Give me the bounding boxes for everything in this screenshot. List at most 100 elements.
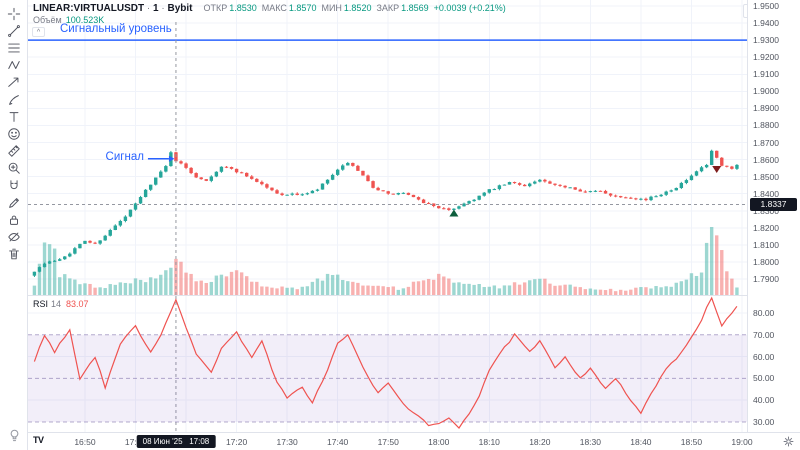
candle (73, 248, 77, 254)
remove-all-tool[interactable] (3, 246, 25, 263)
candle (462, 203, 466, 207)
volume-bar (578, 287, 582, 295)
volume-bar (507, 285, 512, 295)
candle (593, 190, 598, 192)
candle (578, 189, 582, 192)
candle (533, 181, 537, 184)
candle (376, 187, 380, 191)
lock-all-tool[interactable] (3, 211, 25, 228)
volume-bar (522, 282, 527, 295)
candle (138, 197, 143, 204)
time-tick-label: 18:10 (478, 437, 500, 447)
volume-bar (270, 287, 274, 295)
time-tick-label: 17:30 (276, 437, 298, 447)
price-tick-label: 1.8600 (753, 154, 779, 165)
candle (684, 180, 689, 183)
volume-bar (179, 261, 183, 295)
candle (411, 194, 416, 198)
rsi-tick-label: 30.00 (753, 417, 775, 427)
candle (52, 260, 57, 262)
volume-bar (154, 278, 158, 295)
tradingview-logo[interactable]: TV (33, 435, 44, 445)
time-axis[interactable]: 08 Июн '25 17:08 16:50 17:00 17:20 17:30 17:… (28, 432, 800, 450)
crosshair-tool[interactable] (3, 5, 25, 22)
candle (452, 208, 456, 210)
time-tick-label: 18:40 (630, 437, 652, 447)
symbol-title[interactable]: LINEAR:VIRTUALUSDT · 1 · Bybit (33, 3, 193, 14)
edit-tool[interactable] (3, 194, 25, 211)
candle (735, 164, 739, 169)
volume-bar (315, 278, 320, 295)
volume-bar (497, 288, 502, 295)
volume-bar (118, 282, 123, 295)
fib-retracement-tool[interactable] (3, 39, 25, 56)
brush-tool[interactable] (3, 91, 25, 108)
volume-bar (42, 242, 47, 295)
rsi-pane[interactable] (28, 296, 747, 432)
candle (356, 165, 360, 171)
trend-line-tool[interactable] (3, 22, 25, 39)
volume-bar (255, 281, 259, 295)
price-tick-label: 1.8700 (753, 137, 779, 148)
candle (730, 166, 734, 169)
volume-bar (310, 281, 315, 295)
rsi-tick-label: 70.00 (753, 329, 775, 340)
signal-annotation-label[interactable]: Сигнал (105, 150, 144, 163)
volume-bar (133, 278, 138, 295)
volume-bar (649, 288, 653, 295)
measure-tool[interactable] (3, 143, 25, 160)
candle (644, 198, 648, 201)
signal-level-label[interactable]: Сигнальный уровень (60, 23, 172, 36)
volume-bar (694, 275, 699, 295)
candle (522, 184, 527, 187)
volume-bar (234, 270, 239, 295)
rsi-tick-label: 60.00 (753, 351, 775, 362)
volume-bar (568, 284, 572, 295)
volume-bar (735, 287, 739, 295)
volume-bar (164, 270, 168, 295)
text-tool[interactable] (3, 108, 25, 125)
volume-bar (108, 284, 112, 295)
candle (725, 165, 729, 167)
candle (396, 192, 401, 195)
volume-bar (386, 287, 390, 295)
volume-value: 100.523K (65, 15, 105, 25)
zoom-in-tool[interactable] (3, 160, 25, 177)
rsi-title: RSI (33, 299, 49, 309)
rsi-value: 83.07 (66, 299, 89, 309)
volume-bar (376, 285, 380, 295)
candle (184, 163, 188, 168)
hide-all-tool[interactable] (3, 229, 25, 246)
candle (558, 184, 562, 186)
magnet-tool[interactable] (3, 177, 25, 194)
candle (154, 177, 158, 185)
price-pane[interactable] (28, 0, 747, 296)
volume-bar (669, 286, 673, 295)
forecast-tool[interactable] (3, 74, 25, 91)
gear-icon[interactable] (781, 435, 795, 449)
rsi-line (33, 296, 738, 429)
candle (472, 199, 476, 202)
volume-bar (73, 279, 77, 295)
candle (553, 183, 557, 185)
volume-bar (68, 278, 72, 295)
symbol-legend: LINEAR:VIRTUALUSDT · 1 · Bybit ОТКР 1.8530… (33, 3, 506, 14)
legend-collapse-button[interactable]: ^ (32, 27, 45, 37)
price-tick-label: 1.8800 (753, 120, 779, 131)
volume-bar (275, 288, 279, 295)
low-label: МИН (321, 3, 342, 13)
candle (664, 191, 668, 195)
candle (239, 172, 244, 174)
pattern-tool[interactable] (3, 57, 25, 74)
candle (639, 198, 643, 200)
volume-bar (83, 283, 87, 295)
volume-bar (204, 282, 208, 295)
volume-bar (603, 290, 608, 295)
candle (143, 189, 148, 198)
chart-area[interactable]: LINEAR:VIRTUALUSDT · 1 · Bybit ОТКР 1.8530… (28, 0, 794, 432)
price-axis[interactable]: 1.8337 1.9500 1.9400 1.9300 1.9200 1.9100 1.9… (747, 0, 800, 432)
volume-bar (431, 279, 436, 295)
lightbulb-icon[interactable] (5, 428, 23, 446)
volume-bar (517, 284, 522, 295)
emoji-tool[interactable] (3, 125, 25, 142)
